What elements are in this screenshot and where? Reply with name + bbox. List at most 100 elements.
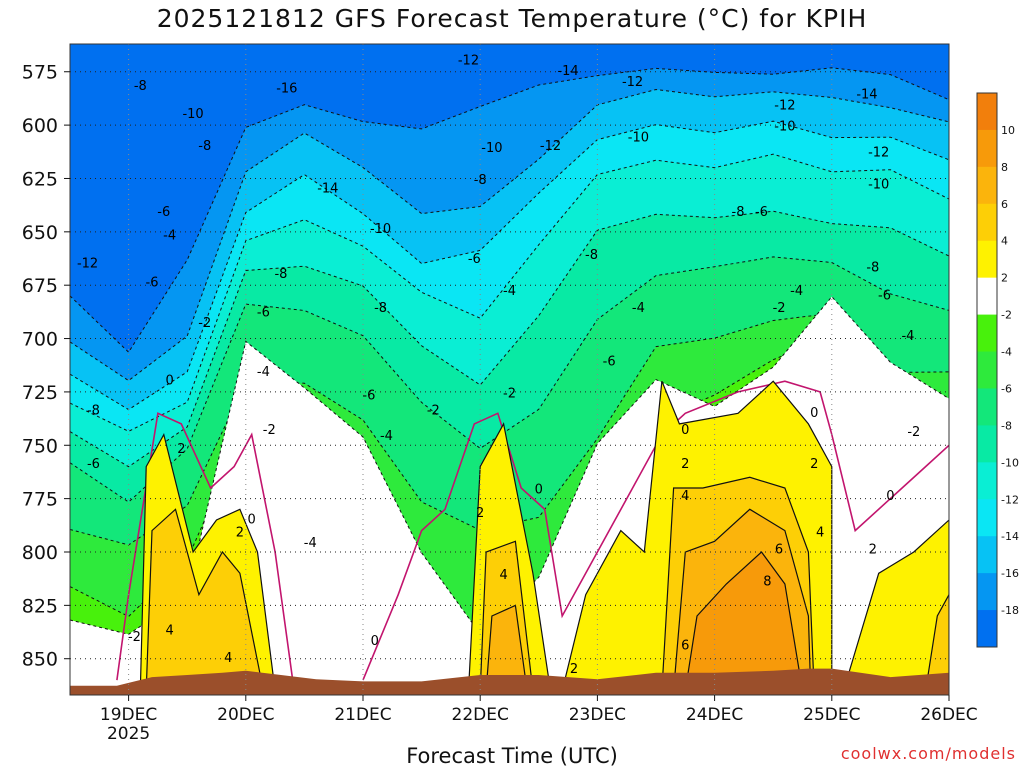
contour-label: -6 [468, 252, 481, 267]
contour-label: -8 [87, 404, 100, 419]
contour-label: 0 [535, 483, 543, 498]
colorbar-swatch [977, 166, 997, 205]
contour-label: 2 [570, 662, 578, 677]
contour-label: -2 [503, 387, 516, 402]
colorbar-swatch [977, 388, 997, 426]
colorbar-label: -18 [1001, 604, 1019, 617]
contour-label: -6 [257, 305, 270, 320]
contour-label: 0 [681, 423, 689, 438]
contour-label: -6 [157, 205, 170, 220]
contour-label: -10 [182, 107, 203, 122]
colorbar-swatch [977, 499, 997, 537]
contour-label: -14 [317, 182, 338, 197]
contour-label: -12 [540, 139, 561, 154]
contour-label: -4 [790, 284, 803, 299]
x-tick-label: 20DEC [217, 705, 274, 725]
contour-label: -8 [474, 173, 487, 188]
contour-label: -14 [856, 88, 877, 103]
y-tick-label: 625 [22, 168, 58, 190]
colorbar-swatch [977, 351, 997, 389]
contour-label: 0 [810, 406, 818, 421]
contour-label: -6 [755, 205, 768, 220]
contour-label: -12 [77, 256, 98, 271]
contour-label: 8 [763, 574, 771, 589]
contour-label: -12 [774, 98, 795, 113]
colorbar-label: -10 [1001, 456, 1019, 469]
contour-label: -6 [146, 276, 159, 291]
y-tick-label: 650 [22, 222, 58, 244]
contour-label: -10 [370, 222, 391, 237]
contour-label: -2 [907, 425, 920, 440]
contour-label: 4 [816, 525, 824, 540]
colorbar-label: -14 [1001, 530, 1019, 543]
contour-label: -6 [603, 355, 616, 370]
y-axis-ticks: 575 600 625 650 675 700 725 750 775 800 825 850 [22, 62, 70, 671]
colorbar-swatch [977, 129, 997, 168]
contour-label: 4 [499, 568, 507, 583]
contour-label: -12 [458, 54, 479, 69]
contour-labels: -8 -16 -12 -14 -12 -12 -14 -10 -8 -10 -12 -10 -10 -12… [77, 54, 920, 677]
contour-label: 4 [165, 623, 173, 638]
contour-label: -8 [134, 79, 147, 94]
colorbar-label: -12 [1001, 493, 1019, 506]
colorbar-swatch [977, 610, 997, 648]
colorbar-swatch [977, 277, 997, 316]
contour-label: 2 [869, 542, 877, 557]
y-tick-label: 700 [22, 329, 58, 351]
contour-label: -2 [427, 404, 440, 419]
contour-label: 6 [775, 542, 783, 557]
contour-line--8 [70, 256, 949, 503]
y-tick-label: 600 [22, 115, 58, 137]
contour-label: -2 [128, 630, 141, 645]
contour-label: -16 [276, 81, 297, 96]
contour-label: -8 [732, 205, 745, 220]
contour-label: 2 [236, 525, 244, 540]
contour-label: 2 [177, 442, 185, 457]
contour-label: -6 [362, 389, 375, 404]
y-tick-label: 775 [22, 489, 58, 511]
y-tick-label: 675 [22, 275, 58, 297]
contour-line--12 [70, 153, 949, 432]
colorbar-label: -2 [1001, 309, 1012, 322]
colorbar-swatch [977, 425, 997, 463]
contour-label: -4 [163, 229, 176, 244]
colorbar-label: -6 [1001, 382, 1012, 395]
contour-label: -2 [263, 423, 276, 438]
contour-label: -10 [628, 130, 649, 145]
y-tick-label: 750 [22, 435, 58, 457]
contour-label: -4 [901, 329, 914, 344]
colorbar-swatch [977, 240, 997, 279]
colorbar-label: -16 [1001, 567, 1019, 580]
colorbar-swatch [977, 573, 997, 611]
x-tick-label: 26DEC [920, 705, 977, 725]
colorbar-label: 6 [1001, 198, 1008, 211]
freezing-contour-2 [362, 380, 949, 681]
contour-label: -6 [878, 288, 891, 303]
colorbar-label: 2 [1001, 272, 1008, 285]
colorbar-label: -4 [1001, 346, 1012, 359]
x-tick-label: 22DEC [452, 705, 509, 725]
contour-label: -4 [503, 284, 516, 299]
colorbar-label: 10 [1001, 124, 1015, 137]
contour-label: -4 [257, 365, 270, 380]
freezing-contour-1 [116, 412, 294, 681]
contour-label: 0 [165, 374, 173, 389]
contour-label: -8 [198, 139, 211, 154]
x-tick-label: 21DEC [334, 705, 391, 725]
colorbar-swatch [977, 93, 997, 131]
contour-label: -12 [622, 75, 643, 90]
terrain-fill [70, 668, 949, 695]
colorbar-swatch [977, 203, 997, 242]
contour-label: -8 [374, 301, 387, 316]
y-tick-label: 575 [22, 62, 58, 84]
contour-label: 4 [681, 489, 689, 504]
y-tick-label: 825 [22, 595, 58, 617]
contour-line--18 [70, 67, 949, 353]
contour-label: 2 [476, 506, 484, 521]
source-watermark: coolwx.com/models [840, 744, 1016, 763]
colorbar: 10 8 6 4 2 -2 -4 -6 -8 -10 -12 -14 -16 -18 [976, 92, 1019, 648]
colorbar-frame [976, 92, 998, 648]
contour-label: -12 [868, 145, 889, 160]
